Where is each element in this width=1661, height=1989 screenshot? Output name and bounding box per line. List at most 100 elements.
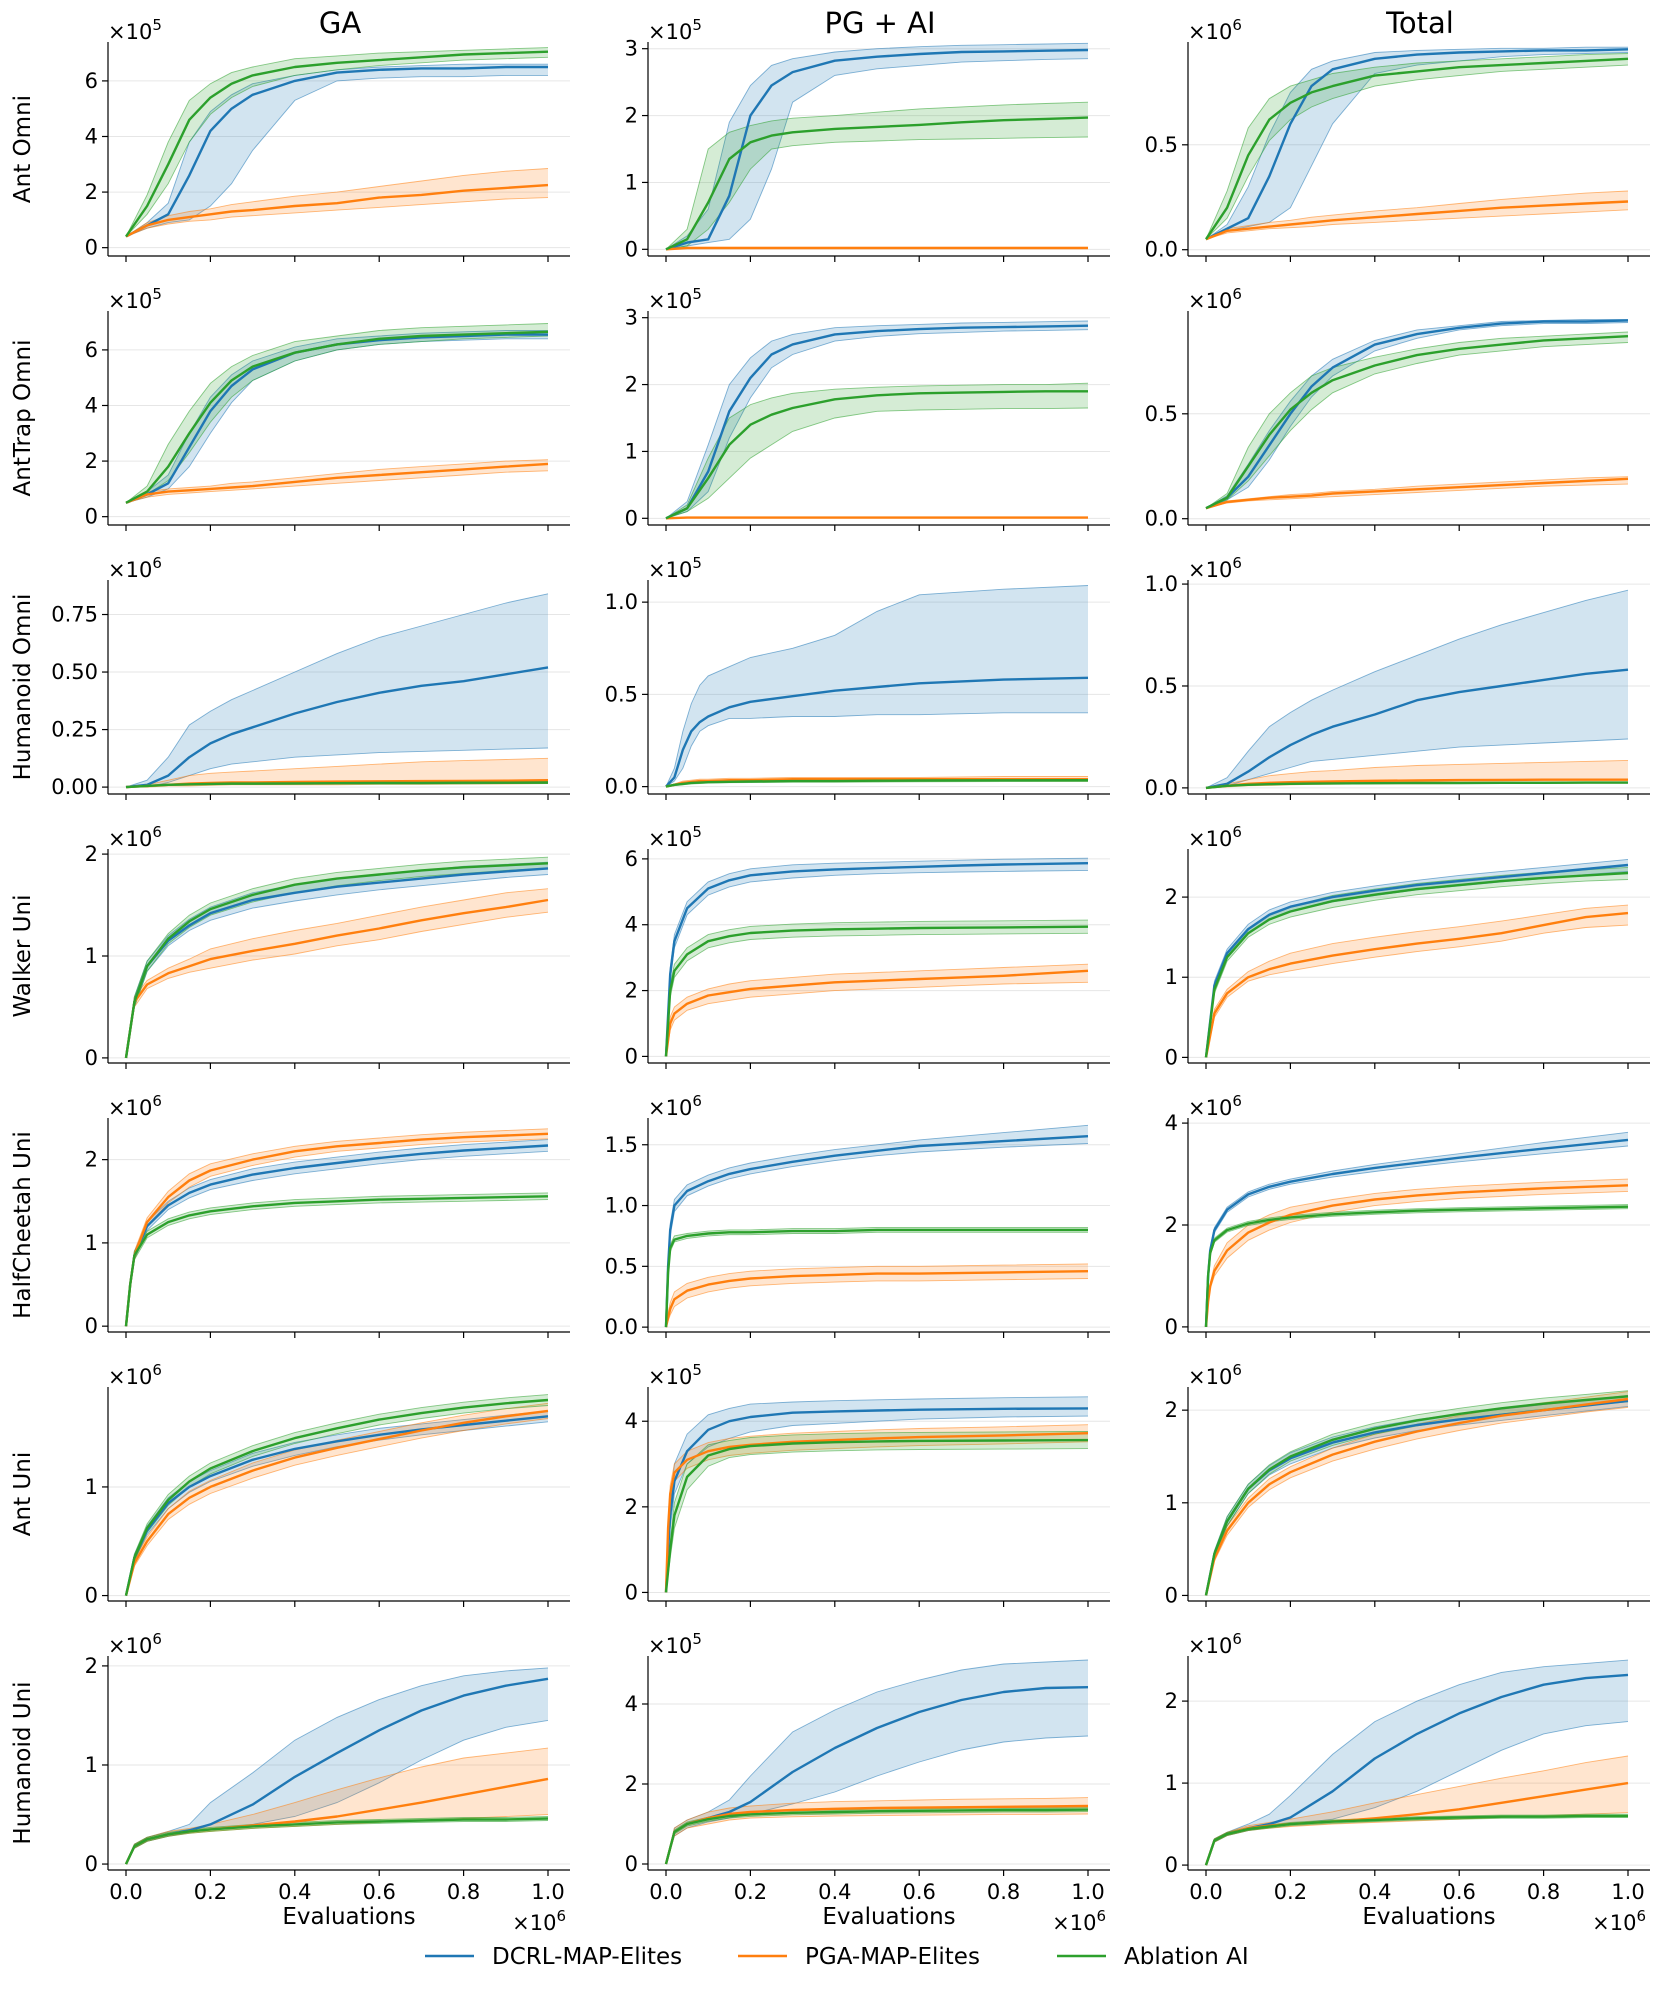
panel-humanoid-omni-total-line-dcrl-map-elites	[1205, 668, 1629, 790]
panel-halfcheetah-uni-total-scale-exponent: 6	[1232, 1092, 1242, 1110]
panel-anttrap-omni-total: 0.00.5×106	[1145, 285, 1650, 531]
panel-halfcheetah-uni-ga-lower-ablation-ai	[125, 1199, 549, 1327]
panel-humanoid-omni-ga-upper-pga-map-elites	[125, 757, 549, 788]
panel-ant-uni-ga-lower-dcrl-map-elites	[125, 1421, 549, 1596]
column-title-total: Total	[1385, 6, 1454, 40]
panel-anttrap-omni-pg-ai-upper-dcrl-map-elites	[665, 320, 1089, 519]
panel-humanoid-omni-ga-line-ablation-ai	[125, 781, 549, 789]
panel-ant-omni-total-scale-exponent: 6	[1232, 16, 1242, 34]
panel-ant-uni-pg-ai-band-ablation-ai	[666, 1431, 1088, 1593]
panel-anttrap-omni-total-upper-dcrl-map-elites	[1205, 318, 1628, 509]
panel-ant-omni-pg-ai-lower-dcrl-map-elites	[665, 58, 1089, 250]
panel-anttrap-omni-total-line-pga-map-elites	[1205, 477, 1629, 510]
panel-anttrap-omni-pg-ai-scale-exponent: 5	[692, 285, 702, 303]
panel-anttrap-omni-ga-ytick-label: 2	[85, 449, 98, 473]
panel-ant-omni-total-upper-ablation-ai	[1205, 53, 1629, 240]
panel-humanoid-uni-pg-ai-xtick-label: 0.4	[818, 1880, 851, 1904]
panel-halfcheetah-uni-ga-line-ablation-ai	[124, 1195, 549, 1327]
panel-anttrap-omni-ga-ytick-label: 0	[85, 505, 98, 529]
panel-humanoid-uni-ga-ytick-label: 1	[85, 1753, 98, 1777]
panel-ant-uni-total-ytick-label: 0	[1165, 1583, 1178, 1607]
panel-anttrap-omni-total-lower-pga-map-elites	[1205, 483, 1629, 509]
panel-humanoid-uni-total-xtick-label: 0.2	[1274, 1880, 1307, 1904]
panel-ant-omni-ga-line-dcrl-map-elites	[125, 65, 548, 238]
panel-humanoid-uni-ga-xtick-label: 0.0	[109, 1880, 142, 1904]
panel-humanoid-uni-pg-ai-line-ablation-ai	[664, 1808, 1089, 1865]
panel-walker-uni-pg-ai-line-pga-map-elites	[664, 969, 1089, 1057]
legend-label-dcrl: DCRL-MAP-Elites	[492, 1944, 682, 1970]
panel-humanoid-omni-pg-ai-ytick-label: 0.0	[605, 775, 638, 799]
panel-halfcheetah-uni-ga-ytick-label: 2	[85, 1148, 98, 1172]
panel-halfcheetah-uni-total-ytick-label: 2	[1165, 1213, 1178, 1237]
panel-ant-omni-ga-lower-pga-map-elites	[125, 197, 549, 237]
panel-walker-uni-total-scale-exponent: 6	[1232, 823, 1242, 841]
column-title-ga: GA	[319, 6, 361, 40]
panel-ant-uni-ga-upper-pga-map-elites	[125, 1402, 549, 1596]
panel-ant-omni-total-upper-pga-map-elites	[1205, 190, 1629, 240]
panel-anttrap-omni-pg-ai-band-ablation-ai	[666, 383, 1088, 519]
panel-humanoid-uni-total-xtick-label: 1.0	[1611, 1880, 1644, 1904]
panel-ant-omni-ga-upper-dcrl-map-elites	[125, 63, 548, 237]
panel-ant-uni-ga-ytick-label: 1	[85, 1475, 98, 1499]
panel-humanoid-uni-pg-ai-ytick-label: 0	[625, 1852, 638, 1876]
panel-humanoid-uni-pg-ai-ytick-label: 2	[625, 1772, 638, 1796]
panel-halfcheetah-uni-pg-ai: 0.00.51.01.5×106	[605, 1092, 1110, 1339]
panel-anttrap-omni-pg-ai-line-pga-map-elites	[665, 516, 1088, 520]
panel-ant-omni-total-line-pga-map-elites	[1205, 200, 1629, 241]
panel-walker-uni-pg-ai-ytick-label: 6	[625, 847, 638, 871]
panel-ant-uni-total: 0 1 2 ×106	[1165, 1361, 1650, 1607]
panel-ant-omni-total-upper-dcrl-map-elites	[1205, 46, 1628, 240]
panel-ant-omni-total-lower-ablation-ai	[1205, 64, 1629, 240]
panel-walker-uni-pg-ai-lower-dcrl-map-elites	[665, 869, 1089, 1057]
panel-ant-omni-pg-ai-line-pga-map-elites	[665, 246, 1088, 251]
panel-anttrap-omni-ga-band-ablation-ai	[126, 323, 548, 503]
panel-ant-omni-pg-ai-band-ablation-ai	[666, 102, 1088, 250]
panel-walker-uni-total-lower-ablation-ai	[1205, 879, 1629, 1058]
panel-humanoid-omni-total-ytick-label: 0.5	[1145, 674, 1178, 698]
panel-walker-uni-ga-scale-exponent: 6	[152, 823, 162, 841]
panel-walker-uni-pg-ai-upper-dcrl-map-elites	[665, 857, 1089, 1057]
panel-walker-uni-pg-ai-line-dcrl-map-elites	[664, 862, 1089, 1057]
legend: DCRL-MAP-Elites PGA-MAP-Elites Ablation …	[425, 1944, 1249, 1970]
panel-humanoid-uni-ga-ytick-label: 0	[85, 1852, 98, 1876]
panel-humanoid-uni-ga-xlabel: Evaluations	[282, 1904, 415, 1930]
panel-anttrap-omni-total-line-ablation-ai	[1205, 335, 1629, 510]
panel-halfcheetah-uni-ga-ytick-label: 1	[85, 1231, 98, 1255]
panel-anttrap-omni-pg-ai-line-ablation-ai	[665, 390, 1088, 520]
panel-humanoid-omni-ga-ytick-label: 0.50	[51, 660, 98, 684]
panel-ant-uni-total-lower-pga-map-elites	[1205, 1406, 1629, 1596]
panel-ant-omni-pg-ai-lower-ablation-ai	[665, 136, 1089, 250]
panel-halfcheetah-uni-pg-ai-ytick-label: 1.5	[605, 1133, 638, 1157]
panel-ant-uni-ga-ytick-label: 0	[85, 1584, 98, 1608]
row-label-anttrap-omni: AntTrap Omni	[10, 340, 36, 497]
panel-humanoid-uni-ga-lower-ablation-ai	[125, 1820, 549, 1865]
panel-ant-uni-pg-ai-ytick-label: 4	[625, 1409, 638, 1433]
panel-humanoid-omni-pg-ai: 0.00.51.0×105	[605, 554, 1110, 800]
panel-humanoid-uni-ga-line-ablation-ai	[124, 1817, 549, 1865]
panel-humanoid-uni-total-x-offset-exponent: 6	[1636, 1907, 1646, 1925]
panel-anttrap-omni-ga-upper-pga-map-elites	[125, 459, 549, 504]
panel-humanoid-omni-pg-ai-lower-dcrl-map-elites	[665, 712, 1088, 787]
panel-ant-omni-total-lower-dcrl-map-elites	[1205, 52, 1629, 240]
panel-ant-uni-ga-line-ablation-ai	[124, 1398, 549, 1596]
panel-halfcheetah-uni-total-ytick-label: 4	[1165, 1111, 1178, 1135]
panel-halfcheetah-uni-total: 024×106	[1165, 1092, 1650, 1339]
panel-humanoid-uni-total-band-pga-map-elites	[1206, 1756, 1628, 1866]
panel-ant-omni-pg-ai-ytick-label: 2	[625, 104, 638, 128]
row-label-humanoid-omni: Humanoid Omni	[10, 594, 36, 781]
panel-ant-uni-total-ytick-label: 2	[1165, 1398, 1178, 1422]
panel-anttrap-omni-ga-ytick-label: 6	[85, 338, 98, 362]
panel-ant-omni-total-line-ablation-ai	[1205, 57, 1629, 240]
panel-ant-omni-ga-line-ablation-ai	[125, 50, 549, 238]
panel-humanoid-uni-ga-band-pga-map-elites	[126, 1748, 548, 1865]
panel-anttrap-omni-total-ytick-label: 0.5	[1145, 402, 1178, 426]
panel-walker-uni-total-band-pga-map-elites	[1206, 905, 1628, 1058]
panel-humanoid-uni-pg-ai-xtick-label: 0.6	[902, 1880, 935, 1904]
panel-humanoid-omni-total-upper-dcrl-map-elites	[1205, 589, 1629, 789]
panel-halfcheetah-uni-total-line-ablation-ai	[1204, 1205, 1629, 1327]
panel-humanoid-omni-ga-upper-dcrl-map-elites	[125, 593, 549, 788]
